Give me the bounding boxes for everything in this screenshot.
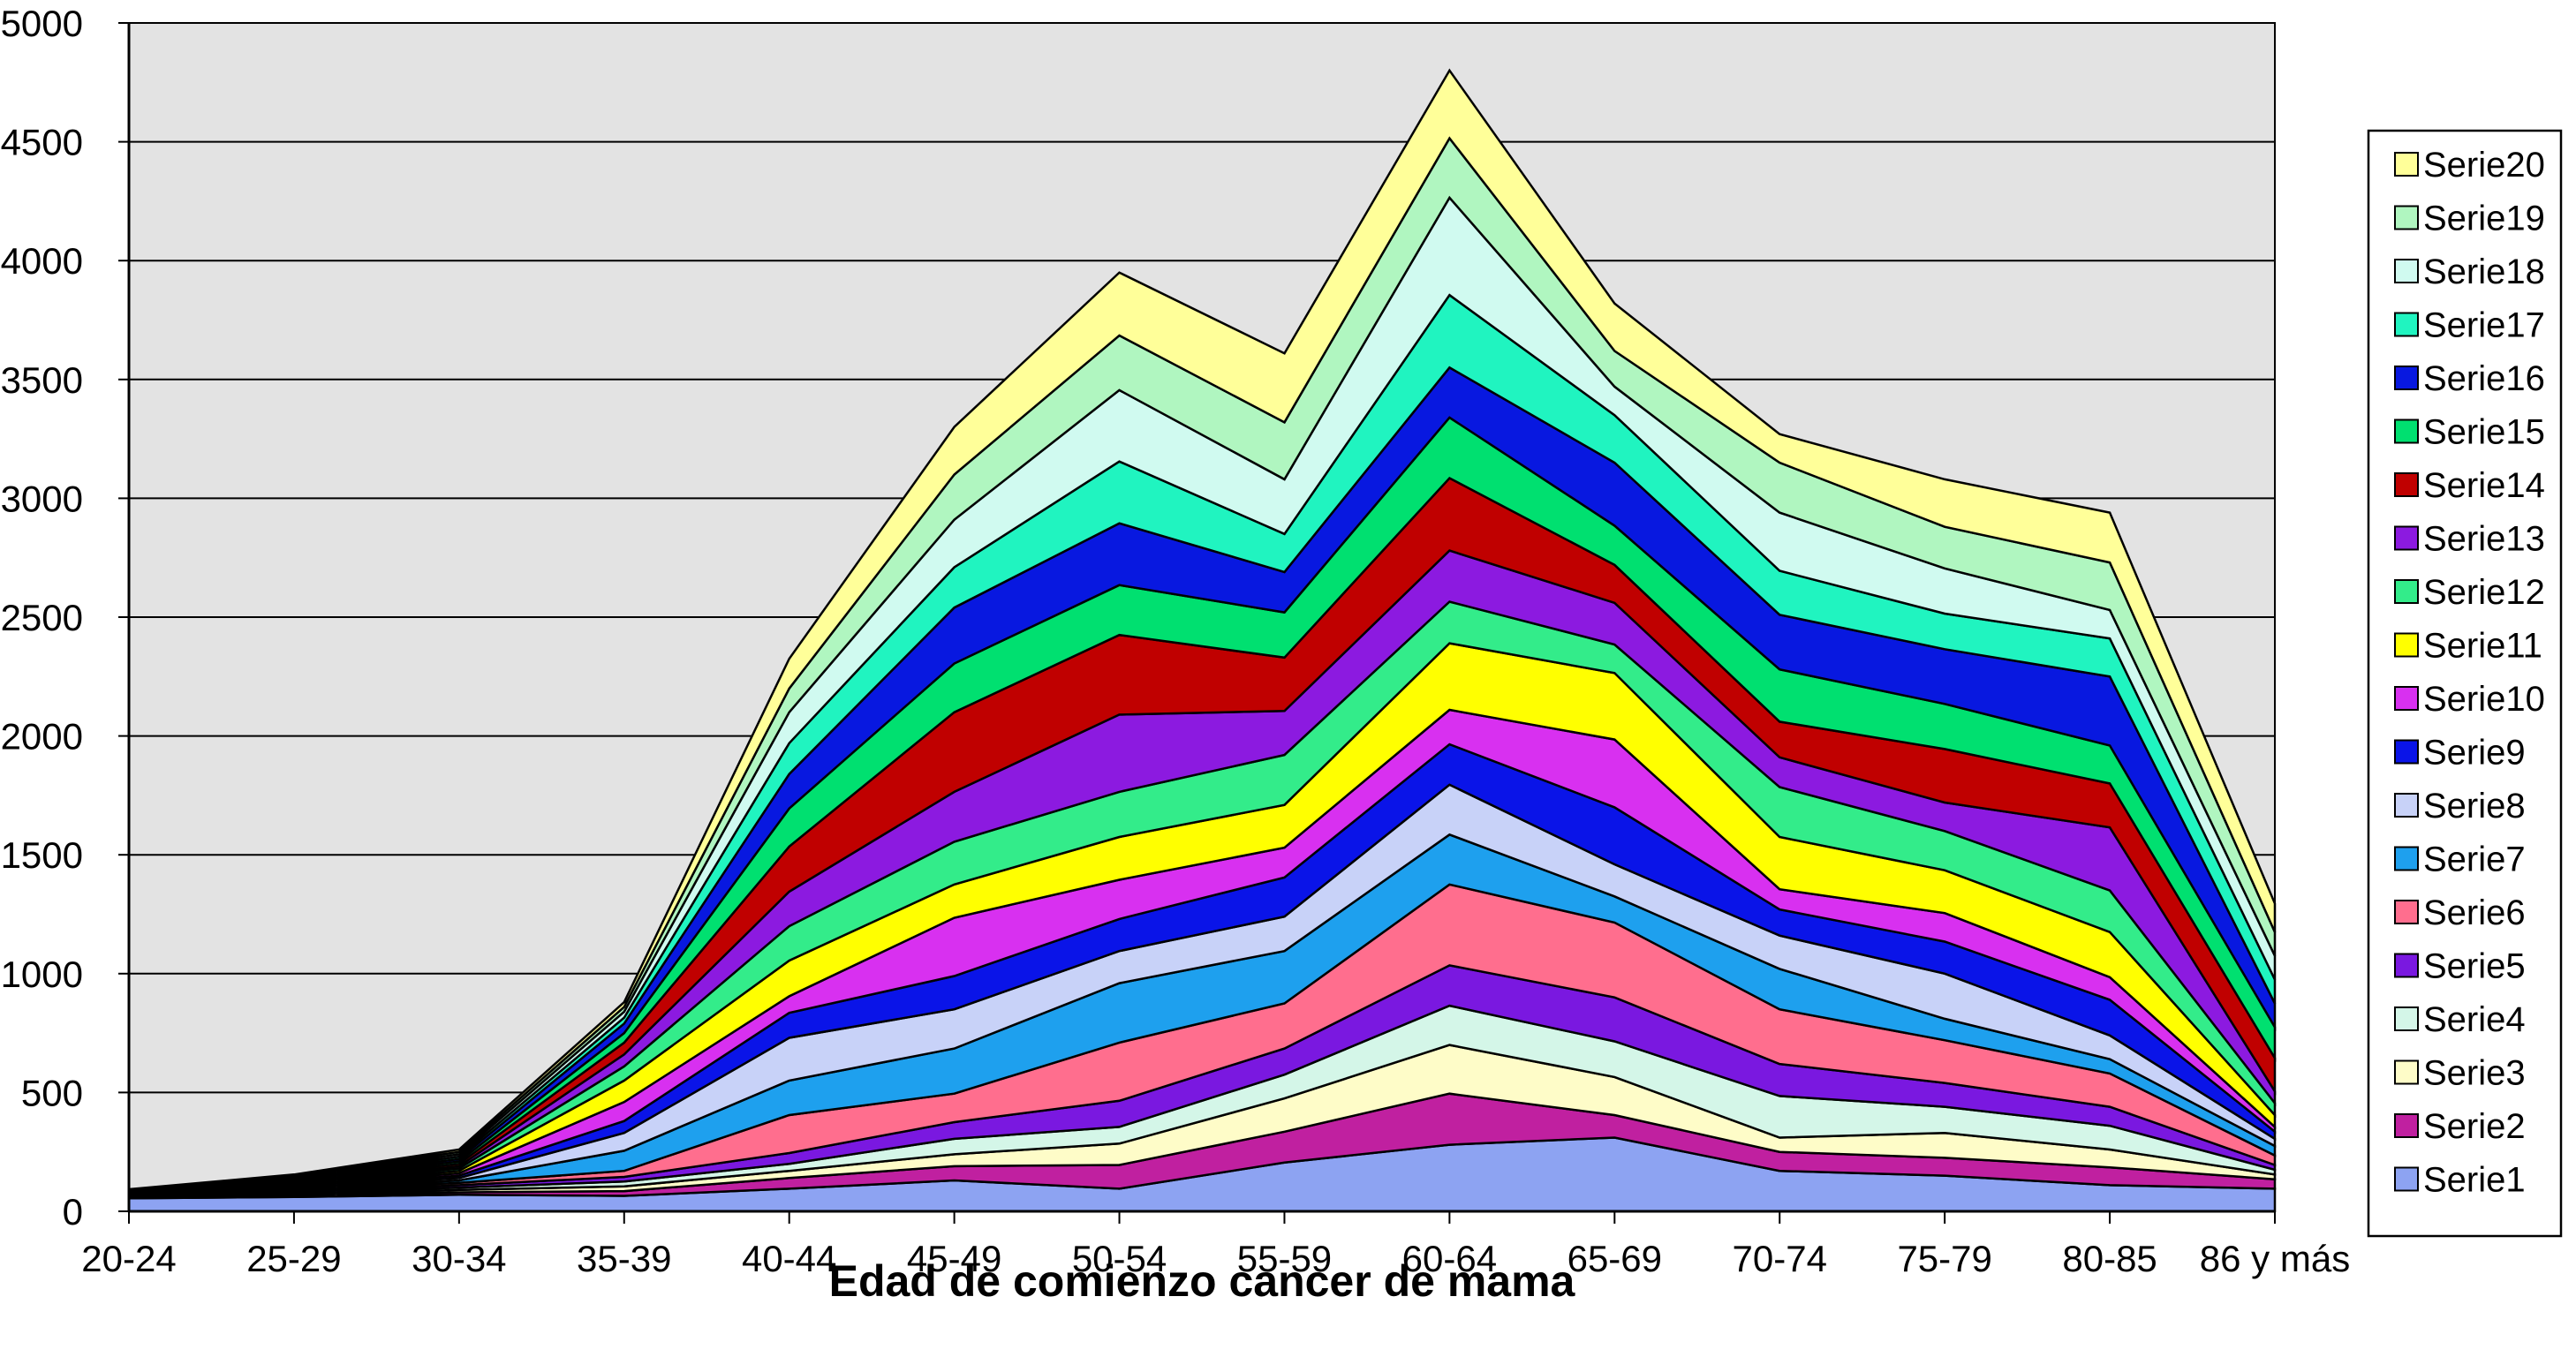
x-tick-label: 30-34 xyxy=(412,1238,506,1279)
legend-label: Serie13 xyxy=(2423,520,2545,559)
y-tick-label: 5000 xyxy=(1,3,83,44)
legend-label: Serie14 xyxy=(2423,466,2545,505)
x-tick-label: 50-54 xyxy=(1072,1238,1167,1279)
x-tick-label: 40-44 xyxy=(742,1238,836,1279)
y-tick-label: 500 xyxy=(21,1072,83,1113)
legend-label: Serie5 xyxy=(2423,947,2526,986)
x-tick-label: 86 y más xyxy=(2200,1238,2350,1279)
y-tick-label: 3500 xyxy=(1,359,83,401)
legend-box xyxy=(2367,129,2563,1238)
x-tick-label: 80-85 xyxy=(2062,1238,2157,1279)
legend-swatch xyxy=(2394,900,2419,924)
legend-label: Serie17 xyxy=(2423,306,2545,345)
legend-label: Serie15 xyxy=(2423,413,2545,452)
legend-swatch xyxy=(2394,953,2419,978)
y-tick-label: 1500 xyxy=(1,834,83,876)
legend-label: Serie7 xyxy=(2423,841,2526,879)
y-tick-label: 1000 xyxy=(1,954,83,995)
x-tick-label: 45-49 xyxy=(907,1238,1001,1279)
legend-swatch xyxy=(2394,525,2419,551)
legend-label: Serie10 xyxy=(2423,680,2545,719)
legend-swatch xyxy=(2394,846,2419,871)
legend-swatch xyxy=(2394,686,2419,711)
y-tick-label: 2500 xyxy=(1,597,83,638)
legend-label: Serie1 xyxy=(2423,1161,2526,1200)
legend-label: Serie19 xyxy=(2423,200,2545,238)
legend-label: Serie6 xyxy=(2423,893,2526,932)
legend-label: Serie9 xyxy=(2423,734,2526,773)
legend: Serie20 Serie19 Serie18 Serie17 Serie16 Serie… xyxy=(2367,129,2563,1238)
axes: 0 500 1000 1500 2000 2500 3000 3500 4000 4500 5000… xyxy=(1,3,2351,1279)
legend-label: Serie12 xyxy=(2423,573,2545,612)
x-tick-label: 25-29 xyxy=(246,1238,341,1279)
legend-swatch xyxy=(2394,793,2419,818)
legend-label: Serie2 xyxy=(2423,1107,2526,1146)
x-tick-label: 60-64 xyxy=(1402,1238,1497,1279)
legend-label: Serie16 xyxy=(2423,359,2545,398)
x-tick-label: 55-59 xyxy=(1237,1238,1332,1279)
legend-label: Serie11 xyxy=(2423,627,2542,666)
legend-swatch xyxy=(2394,632,2419,658)
x-axis-title: Edad de comienzo cancer de mama xyxy=(829,1256,1576,1306)
legend-swatch xyxy=(2394,418,2419,444)
legend-swatch xyxy=(2394,312,2419,337)
y-tick-label: 2000 xyxy=(1,716,83,758)
x-tick-label: 65-69 xyxy=(1568,1238,1662,1279)
x-tick-label: 70-74 xyxy=(1733,1238,1827,1279)
legend-swatch xyxy=(2394,1113,2419,1138)
legend-label: Serie8 xyxy=(2423,787,2526,825)
y-tick-label: 4000 xyxy=(1,240,83,282)
series-areas xyxy=(127,68,2277,1213)
x-tick-label: 35-39 xyxy=(577,1238,671,1279)
legend-swatch xyxy=(2394,366,2419,390)
legend-label: Serie3 xyxy=(2423,1054,2526,1093)
y-tick-label: 3000 xyxy=(1,478,83,519)
legend-swatch xyxy=(2394,205,2419,230)
legend-swatch xyxy=(2394,1166,2419,1192)
x-tick-label: 75-79 xyxy=(1897,1238,1991,1279)
legend-swatch xyxy=(2394,152,2419,177)
y-tick-label: 4500 xyxy=(1,122,83,163)
legend-label: Serie18 xyxy=(2423,253,2545,291)
area-serie20 xyxy=(127,68,2277,1191)
legend-swatch xyxy=(2394,1006,2419,1031)
legend-swatch xyxy=(2394,739,2419,765)
legend-label: Serie20 xyxy=(2423,146,2545,185)
legend-swatch xyxy=(2394,579,2419,604)
legend-swatch xyxy=(2394,259,2419,283)
legend-swatch xyxy=(2394,472,2419,497)
legend-label: Serie4 xyxy=(2423,1000,2526,1039)
legend-swatch xyxy=(2394,1059,2419,1085)
y-tick-label: 0 xyxy=(63,1191,83,1233)
x-tick-label: 20-24 xyxy=(81,1238,176,1279)
